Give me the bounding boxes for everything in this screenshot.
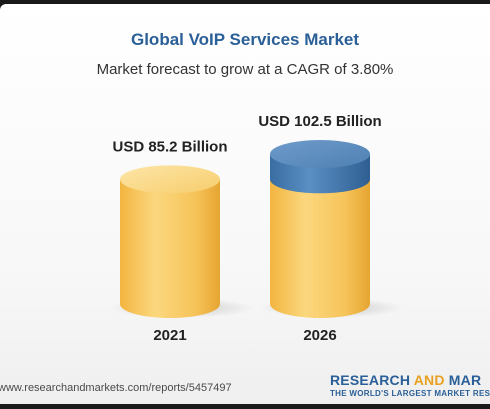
chart-subtitle: Market forecast to grow at a CAGR of 3.8… <box>96 61 394 78</box>
bar-body <box>270 179 370 318</box>
chart-title: Global VoIP Services Market <box>130 30 360 49</box>
bar-2026 <box>260 140 404 318</box>
bar-2021 <box>110 165 254 318</box>
category-label: 2026 <box>303 327 336 344</box>
infographic-card: Global VoIP Services Market Market forec… <box>0 4 490 404</box>
data-label: USD 102.5 Billion <box>258 113 381 130</box>
bar-top <box>120 165 220 194</box>
bar-top <box>270 140 370 168</box>
cylinder-chart: USD 85.2 Billion 2021 USD 102.5 Billion 202… <box>110 113 404 344</box>
bar-body <box>120 179 220 318</box>
data-label: USD 85.2 Billion <box>112 138 227 155</box>
brand-logo: RESEARCH AND MAR THE WORLD'S LARGEST MAR… <box>330 372 490 398</box>
category-label: 2021 <box>153 327 186 344</box>
source-url[interactable]: www.researchandmarkets.com/reports/54574… <box>0 382 232 394</box>
